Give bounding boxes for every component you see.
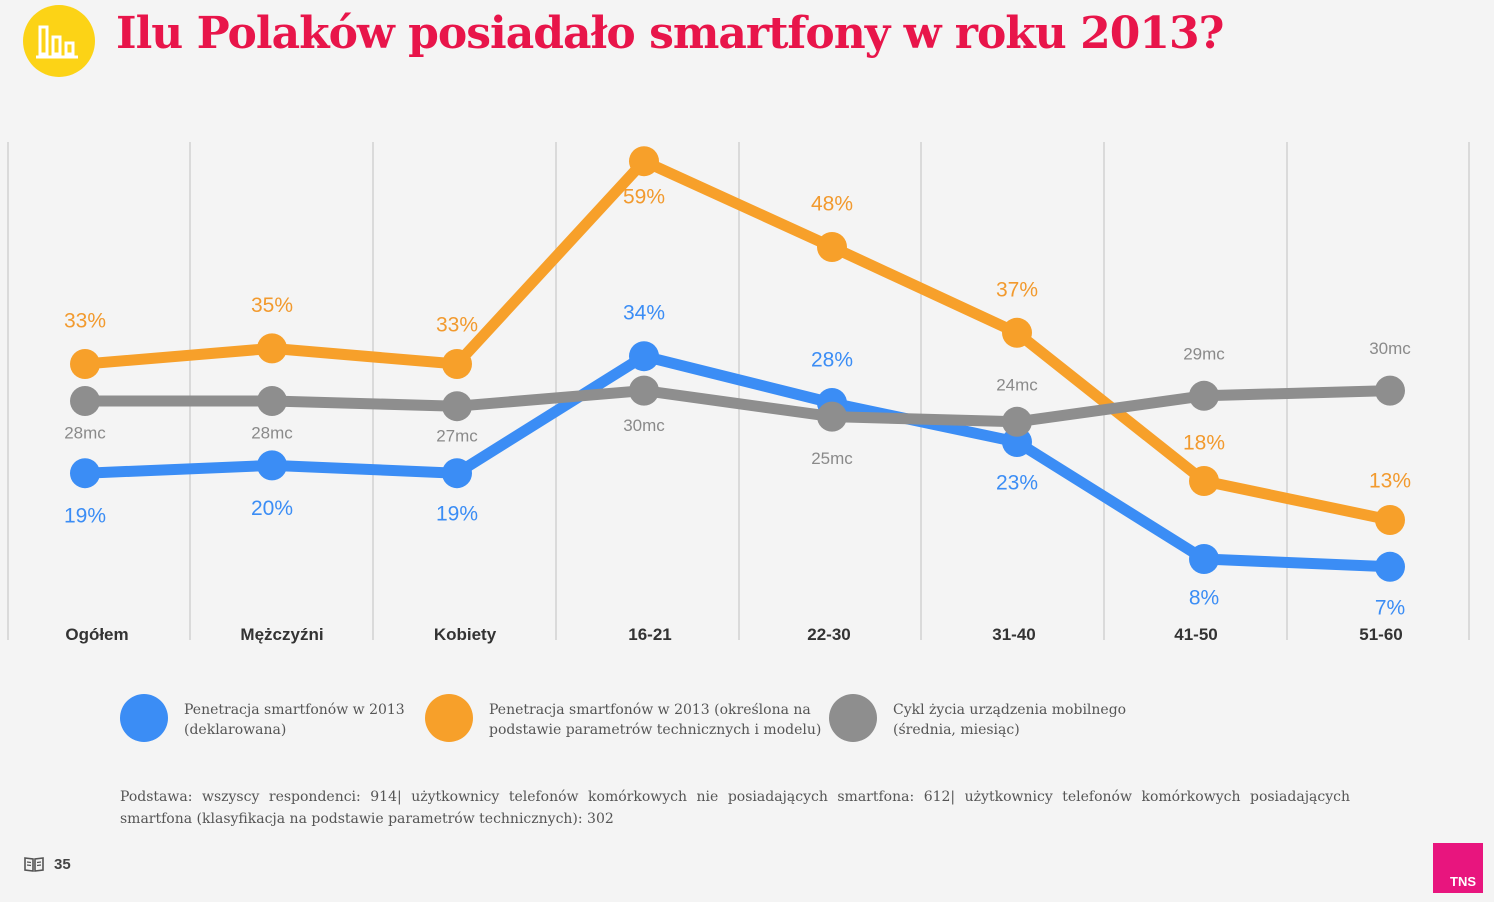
legend-label-gray: Cykl życia urządzenia mobilnego (średnia,…	[893, 702, 1127, 738]
series-line-2	[79, 385, 1396, 428]
data-point-2-1	[257, 386, 287, 416]
page-title: Ilu Polaków posiadało smartfony w roku 2…	[116, 8, 1224, 59]
page-number-text: 35	[54, 856, 71, 873]
legend-dot-blue	[120, 694, 168, 742]
data-point-0-0	[70, 458, 100, 489]
data-point-2-2	[442, 391, 472, 422]
data-label-2-0: 28mc	[64, 423, 106, 442]
data-label-2-5: 24mc	[996, 375, 1038, 394]
data-label-1-2: 33%	[436, 314, 478, 337]
data-point-1-4	[817, 232, 847, 262]
data-label-1-7: 13%	[1369, 470, 1411, 493]
data-point-1-1	[257, 333, 287, 364]
data-label-1-3: 59%	[623, 186, 665, 209]
data-label-0-1: 20%	[251, 497, 293, 520]
data-label-0-3: 34%	[623, 302, 665, 325]
data-label-2-7: 30mc	[1369, 339, 1411, 358]
data-label-0-5: 23%	[996, 472, 1038, 495]
category-label-7: 51-60	[1359, 625, 1402, 644]
data-point-1-0	[70, 349, 100, 379]
category-label-2: Kobiety	[434, 625, 497, 644]
legend-label-orange: Penetracja smartfonów w 2013 (określona …	[489, 702, 822, 738]
category-label-1: Mężczyźni	[240, 625, 323, 644]
data-label-0-6: 8%	[1189, 587, 1219, 610]
series-line-1	[79, 155, 1396, 526]
data-point-2-5	[1002, 406, 1032, 437]
data-point-1-5	[1002, 317, 1032, 348]
header-icon	[23, 5, 95, 77]
data-point-0-7	[1375, 551, 1405, 582]
data-label-0-2: 19%	[436, 503, 478, 526]
data-label-1-1: 35%	[251, 294, 293, 317]
tns-logo: TNS	[1433, 843, 1483, 893]
logo-text: TNS	[1450, 874, 1476, 889]
data-label-1-6: 18%	[1183, 432, 1225, 455]
data-label-2-1: 28mc	[251, 423, 293, 442]
data-label-0-0: 19%	[64, 505, 106, 528]
data-label-2-2: 27mc	[436, 427, 478, 446]
data-point-2-3	[629, 375, 659, 406]
legend-dot-orange	[425, 694, 473, 742]
data-label-1-5: 37%	[996, 278, 1038, 301]
data-point-0-3	[629, 341, 659, 372]
category-label-3: 16-21	[628, 625, 671, 644]
category-label-5: 31-40	[992, 625, 1035, 644]
data-point-2-0	[70, 386, 100, 416]
data-point-1-3	[629, 146, 659, 177]
data-point-1-6	[1189, 466, 1219, 496]
data-label-2-6: 29mc	[1183, 344, 1225, 363]
book-icon	[24, 857, 44, 872]
data-label-1-4: 48%	[811, 193, 853, 216]
legend-dot-gray	[829, 694, 877, 742]
legend-label-blue: Penetracja smartfonów w 2013 (deklarowana…	[184, 702, 405, 738]
category-label-4: 22-30	[807, 625, 850, 644]
data-label-0-4: 28%	[811, 349, 853, 372]
data-point-1-2	[442, 349, 472, 379]
data-label-1-0: 33%	[64, 310, 106, 333]
data-point-0-2	[442, 458, 472, 489]
data-point-0-6	[1189, 544, 1219, 574]
data-label-2-4: 25mc	[811, 449, 853, 468]
data-point-2-7	[1375, 375, 1405, 406]
data-point-2-6	[1189, 380, 1219, 411]
category-label-6: 41-50	[1174, 625, 1217, 644]
data-point-2-4	[817, 401, 847, 432]
page-number: 35	[24, 856, 71, 873]
data-label-2-3: 30mc	[623, 416, 665, 435]
data-label-0-7: 7%	[1375, 596, 1405, 619]
series-line-0	[79, 350, 1396, 573]
data-point-1-7	[1375, 505, 1405, 535]
footnote: Podstawa: wszyscy respondenci: 914| użyt…	[120, 789, 1350, 827]
category-label-0: Ogółem	[65, 625, 128, 644]
data-point-0-1	[257, 450, 287, 481]
bar-chart-icon	[36, 25, 78, 59]
